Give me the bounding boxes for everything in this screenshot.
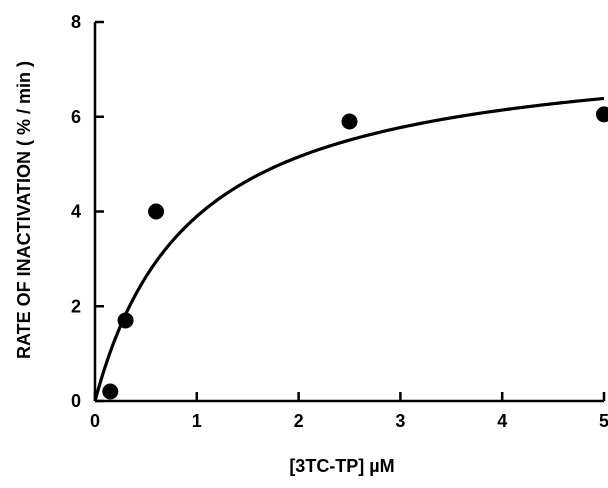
y-tick-label: 2 bbox=[71, 296, 81, 316]
data-point bbox=[596, 106, 608, 123]
data-point bbox=[341, 113, 358, 130]
y-tick-label: 8 bbox=[71, 12, 81, 32]
data-point bbox=[148, 203, 165, 220]
x-tick-label: 5 bbox=[599, 411, 608, 431]
data-points bbox=[102, 106, 608, 400]
data-point bbox=[102, 383, 119, 400]
y-tick-label: 0 bbox=[71, 391, 81, 411]
fit-curve bbox=[93, 96, 605, 402]
x-axis-title: [3TC-TP] µM bbox=[289, 456, 394, 476]
x-tick-label: 4 bbox=[497, 411, 507, 431]
x-tick-label: 3 bbox=[395, 411, 405, 431]
y-tick-label: 6 bbox=[71, 107, 81, 127]
y-axis-title: RATE OF INACTIVATION ( % / min ) bbox=[14, 61, 34, 359]
x-tick-label: 1 bbox=[192, 411, 202, 431]
axis-ticks: 0 1 2 3 4 5 0 2 4 6 8 bbox=[71, 12, 608, 431]
data-point bbox=[117, 312, 134, 329]
y-tick-label: 4 bbox=[71, 202, 81, 222]
x-tick-label: 0 bbox=[90, 411, 100, 431]
x-tick-label: 2 bbox=[294, 411, 304, 431]
